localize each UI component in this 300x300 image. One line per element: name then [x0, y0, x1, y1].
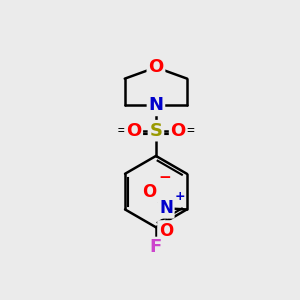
Text: N: N — [159, 199, 173, 217]
Text: =: = — [117, 124, 128, 136]
Text: =: = — [184, 124, 195, 136]
Text: −: − — [158, 170, 171, 185]
Text: S: S — [149, 122, 162, 140]
Text: O: O — [148, 58, 164, 76]
Text: N: N — [148, 96, 164, 114]
Text: O: O — [171, 122, 186, 140]
Text: O: O — [142, 183, 157, 201]
Text: O: O — [126, 122, 141, 140]
Text: +: + — [174, 190, 185, 202]
Text: O: O — [159, 222, 173, 240]
Text: F: F — [150, 238, 162, 256]
